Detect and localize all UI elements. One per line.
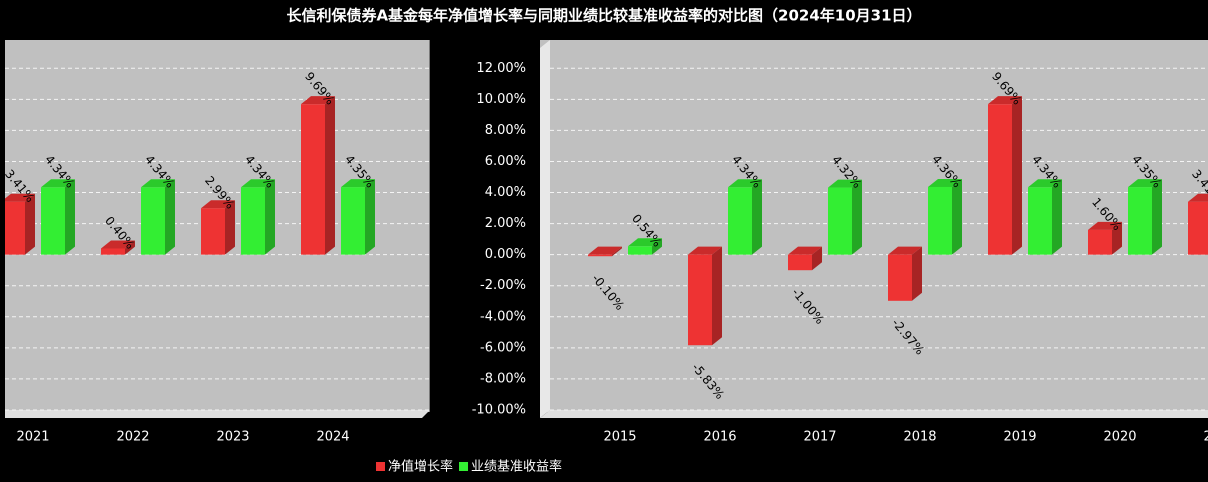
bar	[241, 187, 265, 255]
y-tick-label: -6.00%	[480, 340, 526, 355]
x-tick-label: 2016	[703, 430, 736, 445]
bar-top	[41, 179, 75, 188]
bar-top	[588, 246, 622, 255]
bar-side	[1112, 221, 1122, 255]
bar-side	[165, 179, 175, 255]
legend-label: 净值增长率	[388, 459, 453, 475]
bar	[828, 187, 852, 255]
bar	[728, 187, 752, 255]
bar-top	[888, 246, 922, 255]
bar-side	[325, 96, 335, 255]
x-tick-label: 2022	[116, 430, 149, 445]
bar	[688, 254, 712, 346]
bar	[1028, 187, 1052, 255]
bar	[988, 104, 1012, 255]
bar-top	[1188, 193, 1208, 202]
bar-top	[928, 178, 962, 187]
bar-top	[788, 246, 822, 255]
y-tick-label: -8.00%	[480, 371, 526, 386]
bar	[928, 186, 952, 255]
bar	[888, 254, 912, 301]
bar-side	[265, 179, 275, 255]
bar-top	[688, 246, 722, 255]
bar-side	[612, 246, 622, 257]
bar-side	[652, 238, 662, 255]
bar	[201, 208, 225, 255]
bar-top	[301, 96, 335, 105]
bar	[588, 254, 612, 257]
bar-top	[988, 96, 1022, 105]
x-tick-label: 2021	[1203, 430, 1208, 445]
legend-swatch	[376, 462, 385, 471]
bar-side	[125, 240, 135, 255]
y-tick-label: 12.00%	[476, 61, 526, 76]
legend: 净值增长率 业绩基准收益率	[376, 459, 562, 475]
bar	[41, 187, 65, 255]
bar-side	[812, 246, 822, 271]
bar	[5, 201, 25, 255]
y-tick-label: 8.00%	[485, 123, 526, 138]
x-tick-label: 2015	[603, 430, 636, 445]
floor	[5, 410, 430, 418]
bar-side	[852, 179, 862, 255]
bar-top	[201, 200, 235, 209]
panel-left: 3.41% 4.34%0.40%4.34%2.99%4.34%9.69%4.35%	[5, 40, 430, 418]
y-tick-label: 0.00%	[485, 247, 526, 262]
legend-label: 业绩基准收益率	[471, 459, 562, 475]
bar-side	[25, 193, 35, 255]
y-tick-label: -10.00%	[472, 403, 526, 418]
x-tick-label: 2024	[316, 430, 349, 445]
bar-top	[5, 193, 35, 202]
y-axis: 12.00% 10.00% 8.00% 6.00% 4.00% 2.00% 0.00% -2.…	[472, 61, 526, 418]
bar-top	[1028, 179, 1062, 188]
bar-top	[1128, 179, 1162, 188]
y-tick-label: 10.00%	[476, 92, 526, 107]
x-tick-label: 2023	[216, 430, 249, 445]
wall	[540, 40, 550, 418]
floor	[540, 410, 1208, 418]
bar-side	[365, 179, 375, 255]
bar	[1188, 201, 1208, 255]
bar	[141, 187, 165, 255]
x-tick-label: 2019	[1003, 430, 1036, 445]
bar-side	[225, 200, 235, 255]
panel-right: -0.10%0.54%-5.83%4.34%-1.00%4.32%-2.97%4…	[540, 40, 1208, 418]
bar-side	[1152, 179, 1162, 255]
bar	[341, 187, 365, 255]
x-tick-label: 2021	[16, 430, 49, 445]
bar-top	[628, 238, 662, 247]
x-axis: 2021 2022 2023 2024 2015 2016 2017 2018 2019 2020…	[16, 430, 1208, 445]
x-tick-label: 2020	[1103, 430, 1136, 445]
legend-swatch	[459, 462, 469, 471]
chart-title: 长信利保债券A基金每年净值增长率与同期业绩比较基准收益率的对比图（2024年10…	[286, 7, 921, 25]
bar	[101, 248, 125, 255]
bar-side	[712, 246, 722, 346]
bar-side	[1012, 96, 1022, 255]
bar-top	[101, 240, 135, 249]
y-tick-label: -2.00%	[480, 278, 526, 293]
bar-top	[1088, 221, 1122, 230]
bar-top	[341, 179, 375, 188]
y-tick-label: -4.00%	[480, 309, 526, 324]
bar	[788, 254, 812, 271]
y-tick-label: 4.00%	[485, 185, 526, 200]
bar-side	[912, 246, 922, 301]
bar-side	[65, 179, 75, 255]
bar	[628, 246, 652, 255]
bar-side	[952, 178, 962, 255]
bar-top	[828, 179, 862, 188]
bar-top	[141, 179, 175, 188]
y-tick-label: 6.00%	[485, 154, 526, 169]
bar	[301, 104, 325, 255]
bar-top	[241, 179, 275, 188]
bar-top	[728, 179, 762, 188]
bar-side	[752, 179, 762, 255]
bar	[1088, 229, 1112, 255]
bar-side	[1052, 179, 1062, 255]
y-tick-label: 2.00%	[485, 216, 526, 231]
x-tick-label: 2018	[903, 430, 936, 445]
bar	[1128, 187, 1152, 255]
x-tick-label: 2017	[803, 430, 836, 445]
